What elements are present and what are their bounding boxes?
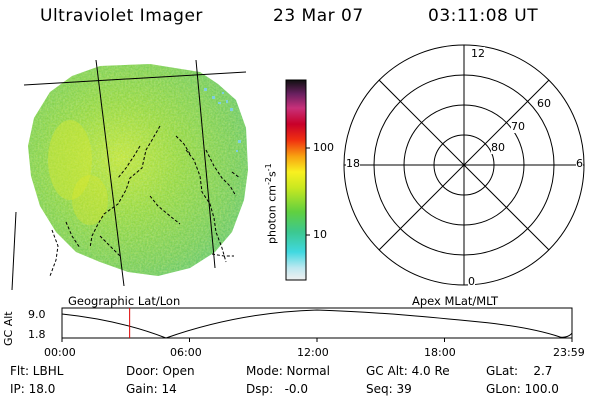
x-tick-1800: 18:00 bbox=[424, 346, 456, 359]
x-tick-1200: 12:00 bbox=[297, 346, 329, 359]
mode-readout: Mode: Normal bbox=[246, 364, 330, 378]
ip-readout: IP: 18.0 bbox=[10, 382, 56, 396]
glat-readout: GLat: 2.7 bbox=[486, 364, 553, 378]
seq-readout: Seq: 39 bbox=[366, 382, 412, 396]
polar-label-12: 12 bbox=[471, 47, 485, 60]
dsp-readout: Dsp: -0.0 bbox=[246, 382, 309, 396]
altitude-ylabel: GC Alt bbox=[2, 311, 15, 346]
colorbar-tick-100: 100 bbox=[313, 141, 334, 154]
polar-label-70: 70 bbox=[511, 120, 525, 133]
polar-label-60: 60 bbox=[537, 97, 551, 110]
glon-readout: GLon: 100.0 bbox=[486, 382, 559, 396]
polar-label-0: 0 bbox=[468, 275, 475, 288]
altitude-y-top: 9.0 bbox=[28, 308, 46, 321]
instrument-title: Ultraviolet Imager bbox=[40, 6, 203, 26]
door-readout: Door: Open bbox=[126, 364, 195, 378]
gc-alt-readout: GC Alt: 4.0 Re bbox=[366, 364, 450, 378]
time-label: 03:11:08 UT bbox=[428, 6, 539, 26]
polar-label-18: 18 bbox=[346, 157, 360, 170]
polar-label-6: 6 bbox=[576, 157, 583, 170]
colorbar-tick-10: 10 bbox=[313, 228, 327, 241]
x-tick-0000: 00:00 bbox=[44, 346, 76, 359]
altitude-y-bottom: 1.8 bbox=[28, 328, 46, 341]
filter-readout: Flt: LBHL bbox=[10, 364, 64, 378]
x-tick-2359: 23:59 bbox=[553, 346, 585, 359]
x-tick-0600: 06:00 bbox=[170, 346, 202, 359]
polar-label-80: 80 bbox=[491, 141, 505, 154]
date-label: 23 Mar 07 bbox=[273, 6, 364, 26]
gain-readout: Gain: 14 bbox=[126, 382, 177, 396]
geographic-caption: Geographic Lat/Lon bbox=[68, 294, 181, 308]
apex-caption: Apex MLat/MLT bbox=[412, 294, 499, 308]
